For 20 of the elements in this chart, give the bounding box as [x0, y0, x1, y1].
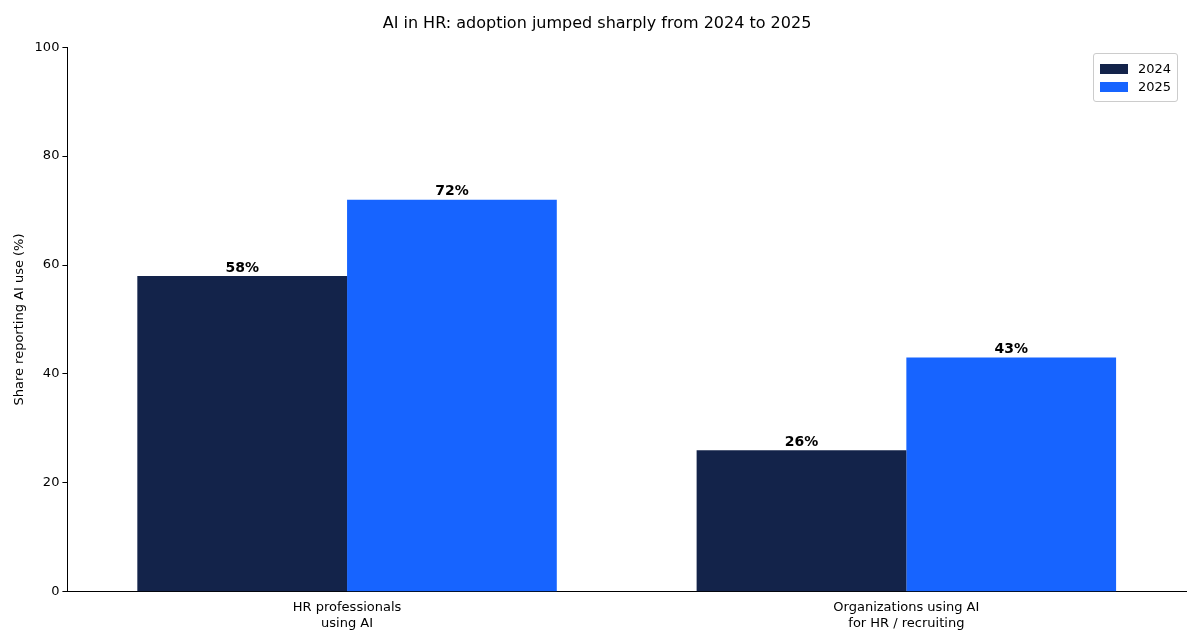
x-tick-label: Organizations using AI for HR / recruiting — [833, 598, 980, 630]
y-tick-label: 40 — [42, 365, 60, 381]
data-label: 58% — [225, 258, 259, 275]
chart-title: AI in HR: adoption jumped sharply from 2024 to 2025 — [382, 12, 812, 32]
y-tick-label: 20 — [42, 474, 60, 490]
y-tick-label: 60 — [42, 256, 60, 272]
y-axis-title: Share reporting AI use (%) — [11, 233, 27, 406]
y-tick-label: 100 — [34, 38, 60, 54]
bar — [906, 357, 1117, 592]
bar — [137, 275, 348, 592]
data-label: 26% — [784, 432, 819, 449]
bar — [347, 199, 557, 592]
legend-label: 2024 — [1138, 61, 1172, 77]
data-label: 72% — [435, 182, 469, 199]
y-tick-label: 80 — [42, 147, 60, 163]
y-tick-label: 0 — [51, 583, 60, 599]
x-tick-label: HR professionals using AI — [292, 598, 402, 630]
legend-label: 2025 — [1138, 79, 1172, 95]
data-label: 43% — [994, 340, 1028, 357]
bar — [696, 450, 907, 592]
